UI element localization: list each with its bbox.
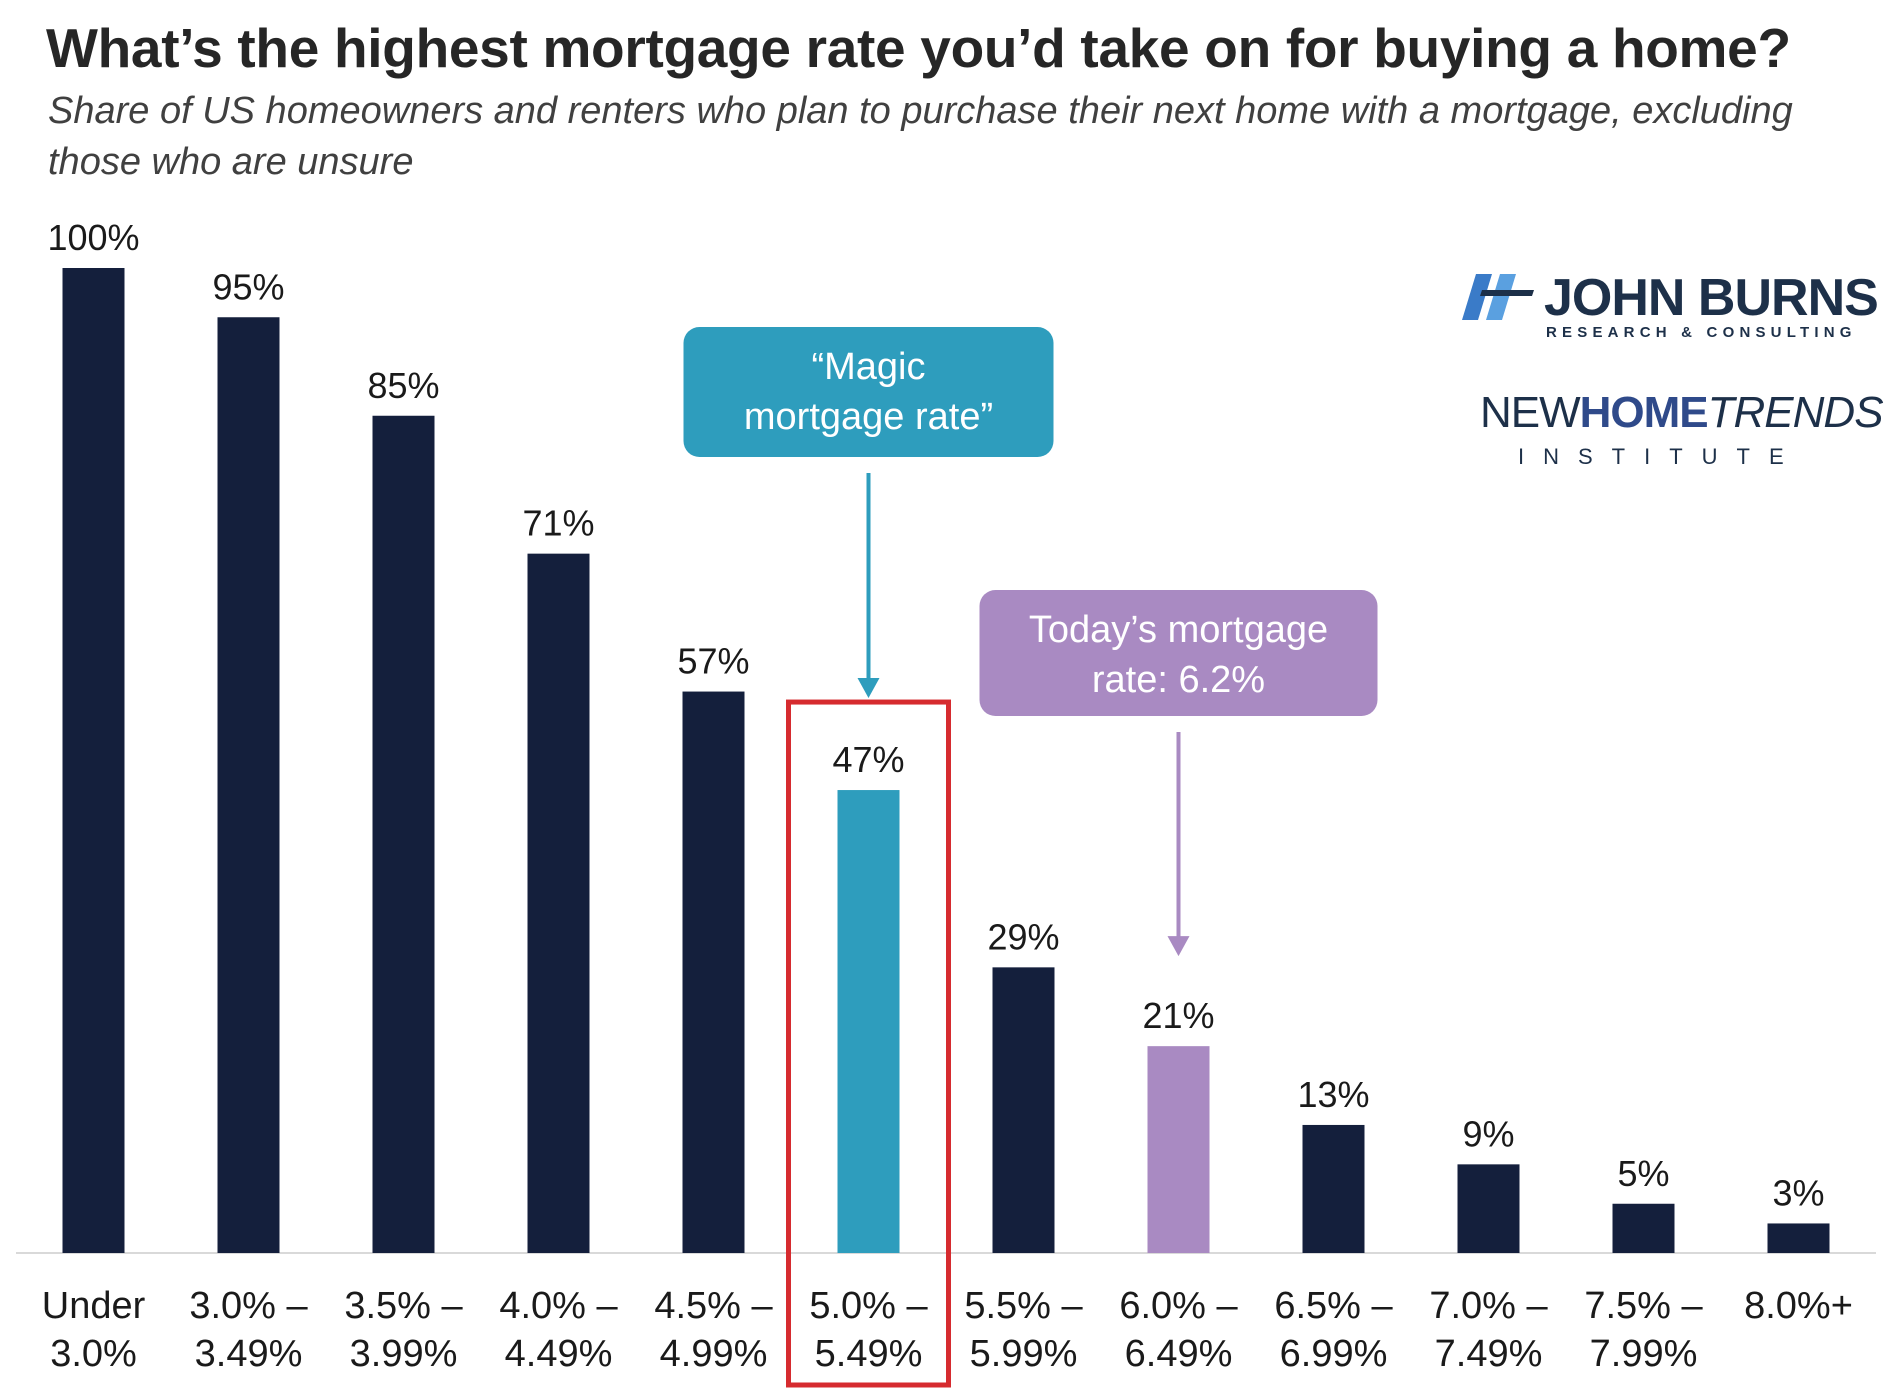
x-tick-label: 4.49% bbox=[505, 1333, 613, 1375]
bar bbox=[1457, 1164, 1520, 1253]
x-tick-label: 6.49% bbox=[1125, 1333, 1233, 1375]
bar-value-label: 21% bbox=[1142, 995, 1214, 1036]
x-tick-label: 7.49% bbox=[1435, 1333, 1543, 1375]
x-tick-label: 3.49% bbox=[195, 1333, 303, 1375]
nht-home: HOME bbox=[1579, 388, 1709, 437]
x-tick-label: Under bbox=[42, 1285, 146, 1327]
bar-value-label: 95% bbox=[212, 266, 284, 307]
nht-trends: TRENDS bbox=[1707, 388, 1884, 437]
bar bbox=[682, 691, 745, 1253]
bar-value-label: 57% bbox=[677, 641, 749, 682]
nht-name: NEWHOMETRENDS bbox=[1480, 388, 1884, 438]
bar-value-label: 13% bbox=[1297, 1074, 1369, 1115]
x-tick-label: 3.5% – bbox=[344, 1285, 463, 1327]
annotation-arrowhead-icon bbox=[1167, 936, 1190, 957]
bar bbox=[217, 317, 280, 1253]
x-tick-label: 6.0% – bbox=[1119, 1285, 1238, 1327]
x-tick-label: 4.5% – bbox=[654, 1285, 773, 1327]
annotation-box bbox=[979, 590, 1378, 716]
bar-value-label: 3% bbox=[1772, 1172, 1824, 1213]
bar-value-label: 100% bbox=[47, 217, 139, 258]
john-burns-subtitle: RESEARCH & CONSULTING bbox=[1546, 324, 1857, 341]
bar bbox=[1767, 1223, 1830, 1253]
x-tick-label: 8.0%+ bbox=[1744, 1285, 1853, 1327]
x-tick-label: 5.0% – bbox=[809, 1285, 928, 1327]
x-tick-label: 5.49% bbox=[815, 1333, 923, 1375]
x-tick-label: 5.5% – bbox=[964, 1285, 1083, 1327]
bar-value-label: 47% bbox=[832, 739, 904, 780]
john-burns-name: JOHN BURNS bbox=[1544, 269, 1879, 327]
highlight-outline bbox=[786, 699, 951, 1388]
x-tick-label: 4.99% bbox=[660, 1333, 768, 1375]
bar bbox=[1302, 1124, 1365, 1253]
annotation-text: “Magic bbox=[811, 346, 925, 388]
annotation-text: mortgage rate” bbox=[744, 396, 993, 438]
annotation-arrowhead-icon bbox=[857, 678, 880, 699]
nht-institute: INSTITUTE bbox=[1518, 444, 1803, 469]
bar-value-label: 29% bbox=[987, 916, 1059, 957]
x-tick-label: 7.0% – bbox=[1429, 1285, 1548, 1327]
x-tick-label: 3.0% – bbox=[189, 1285, 308, 1327]
john-burns-mark-icon bbox=[1462, 274, 1534, 320]
bar bbox=[837, 790, 900, 1253]
x-tick-label: 5.99% bbox=[970, 1333, 1078, 1375]
x-tick-label: 7.99% bbox=[1590, 1333, 1698, 1375]
new-home-trends-logo: NEWHOMETRENDS INSTITUTE bbox=[1480, 388, 1884, 478]
bar bbox=[992, 967, 1055, 1253]
x-tick-label: 7.5% – bbox=[1584, 1285, 1703, 1327]
x-tick-label: 3.0% bbox=[50, 1333, 137, 1375]
chart-subtitle: Share of US homeowners and renters who p… bbox=[48, 90, 1793, 183]
x-tick-label: 4.0% – bbox=[499, 1285, 618, 1327]
x-tick-label: 6.5% – bbox=[1274, 1285, 1393, 1327]
john-burns-logo: JOHN BURNS RESEARCH & CONSULTING bbox=[1462, 268, 1882, 348]
annotation-text: Today’s mortgage bbox=[1029, 609, 1328, 651]
bar-value-label: 9% bbox=[1462, 1113, 1514, 1154]
x-tick-label: 3.99% bbox=[350, 1333, 458, 1375]
nht-new: NEW bbox=[1480, 388, 1581, 437]
x-tick-label: 6.99% bbox=[1280, 1333, 1388, 1375]
bar-value-label: 5% bbox=[1617, 1153, 1669, 1194]
bar-value-label: 71% bbox=[522, 503, 594, 544]
bar bbox=[62, 268, 125, 1253]
bar bbox=[1612, 1203, 1675, 1253]
bar-value-label: 85% bbox=[367, 365, 439, 406]
bar bbox=[1147, 1046, 1210, 1253]
annotation-text: rate: 6.2% bbox=[1092, 659, 1265, 701]
bar bbox=[527, 553, 590, 1253]
annotation-box bbox=[683, 327, 1054, 457]
bar bbox=[372, 415, 435, 1253]
chart-title: What’s the highest mortgage rate you’d t… bbox=[46, 17, 1791, 79]
